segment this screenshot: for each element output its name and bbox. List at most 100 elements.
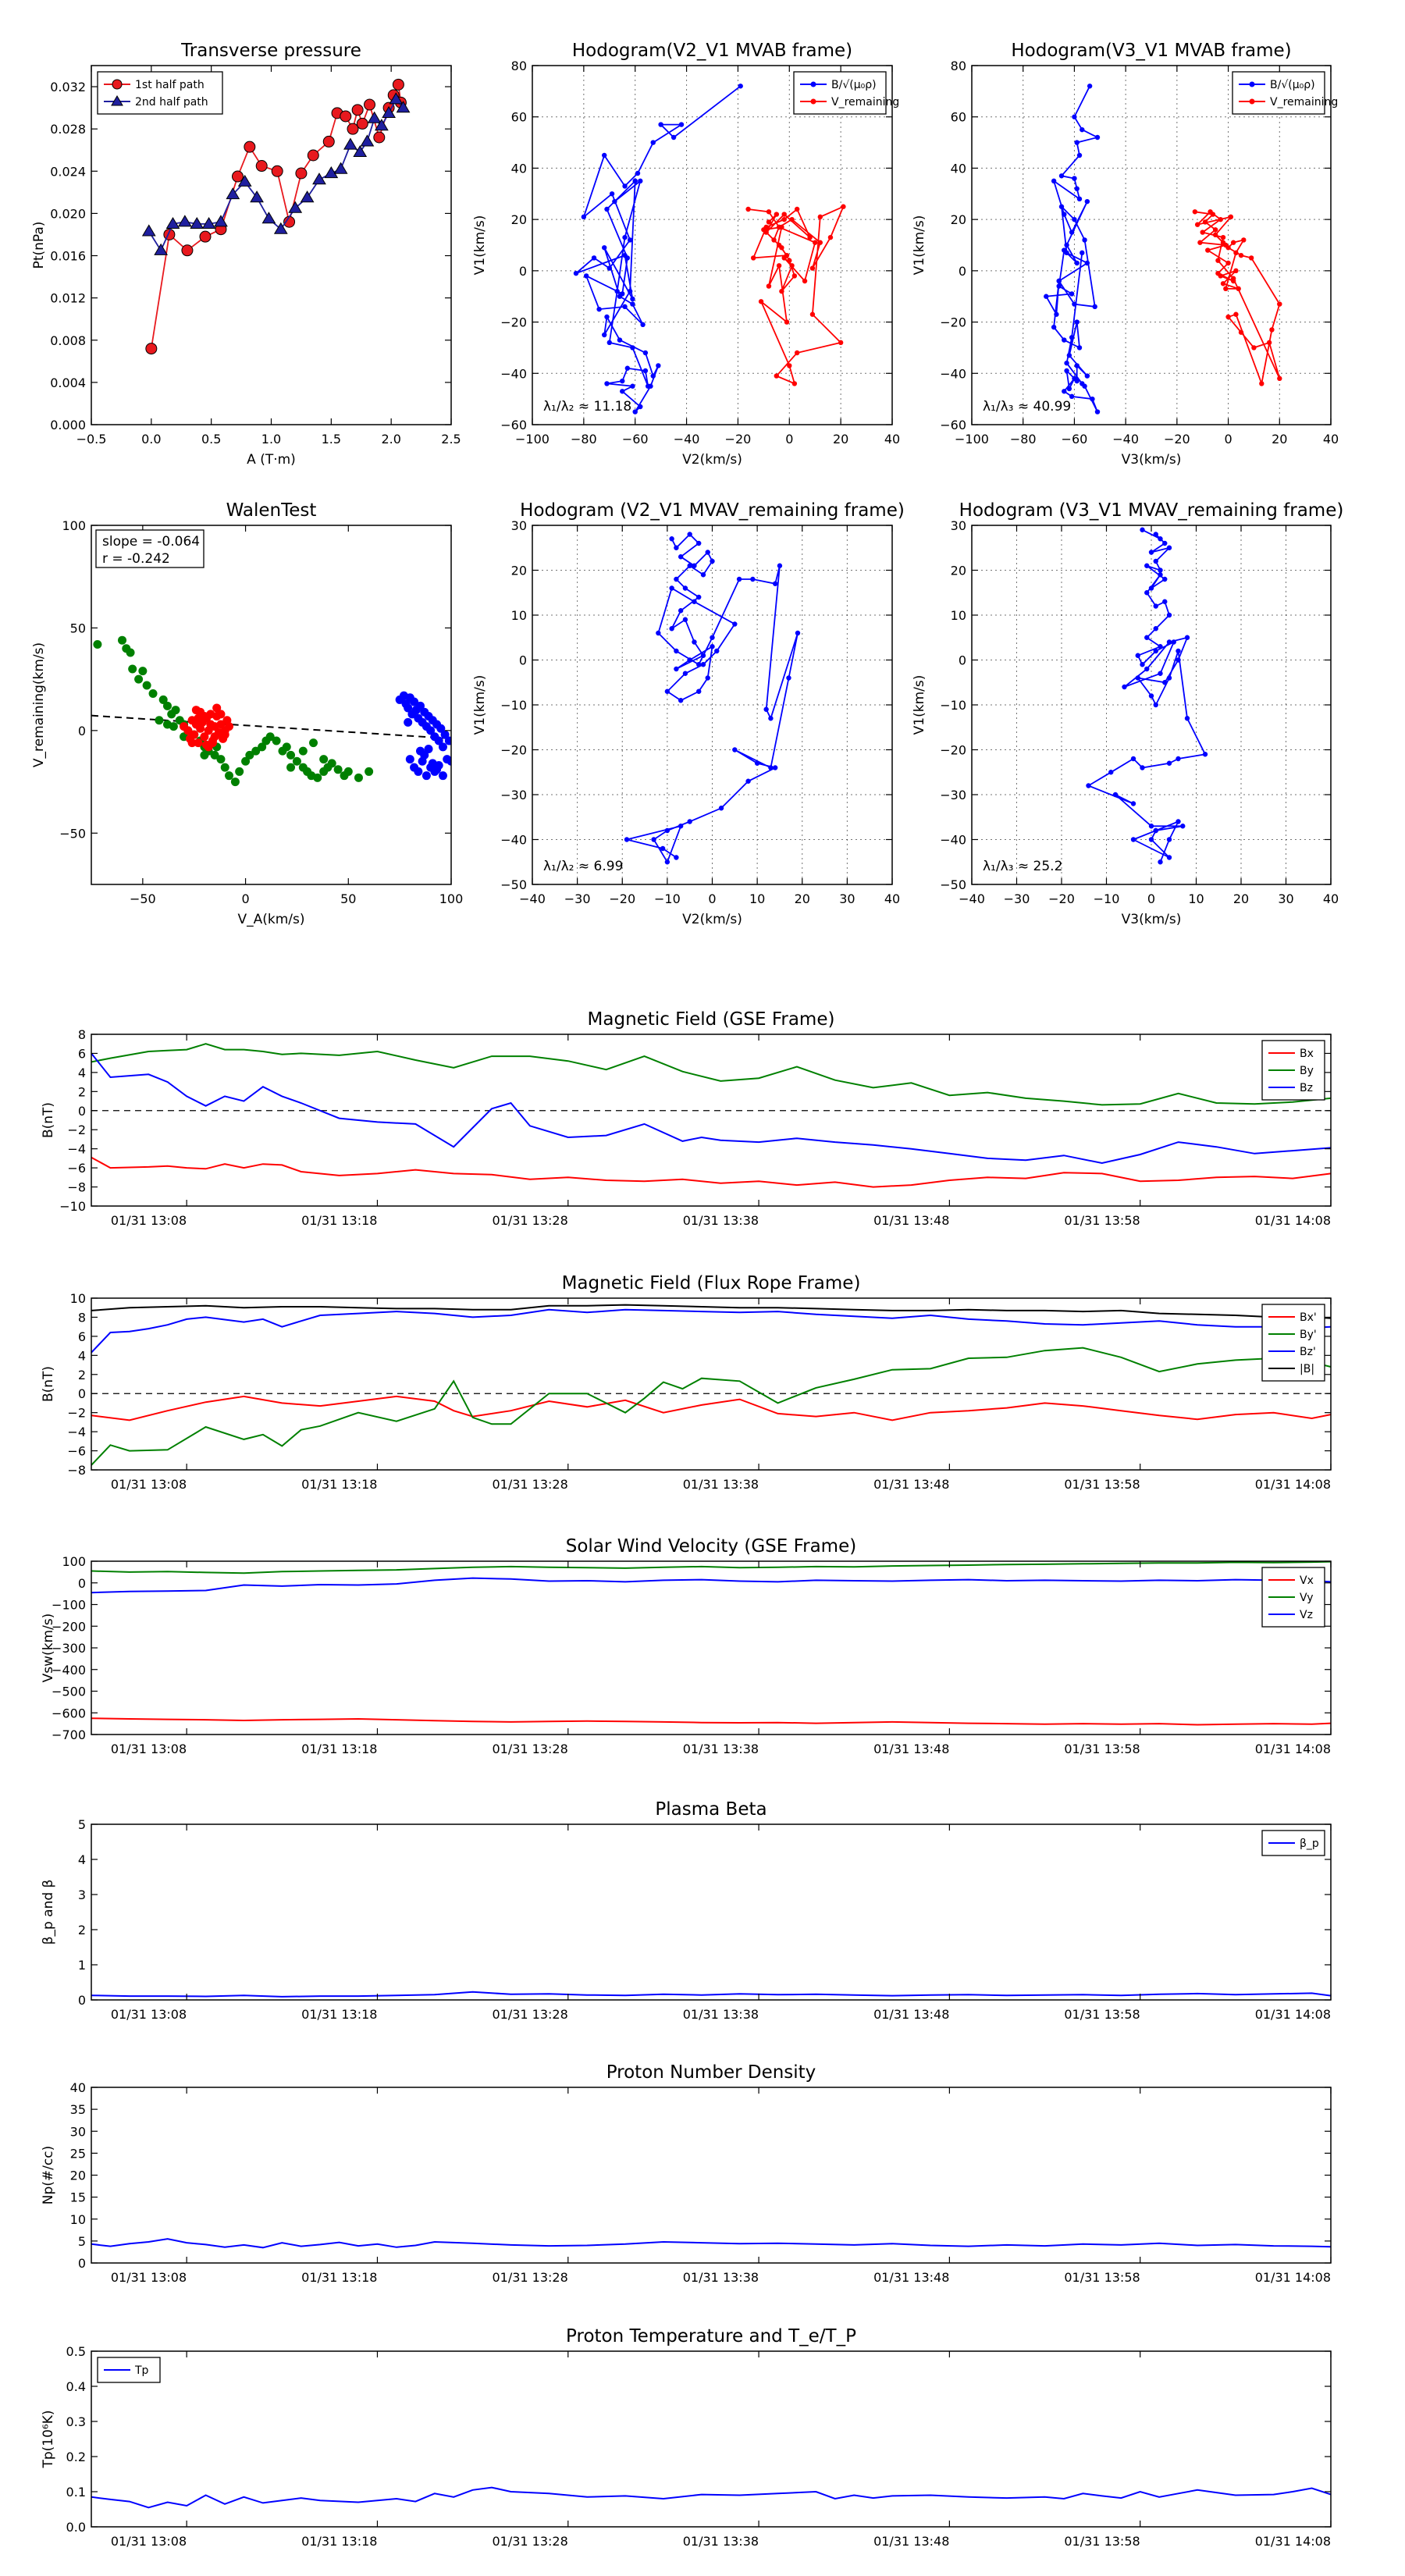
data-point	[642, 350, 649, 356]
data-point	[1056, 283, 1062, 289]
data-point	[768, 765, 774, 770]
data-point	[210, 732, 219, 742]
chart-tpr: 01/31 13:08 01/31 13:18 01/31 13:28 01/31 1…	[41, 2326, 1332, 2549]
legend-label: B/√(μ₀ρ)	[1270, 79, 1315, 91]
data-point	[617, 337, 623, 343]
y-tick-label: −2	[67, 1406, 86, 1421]
y-tick-label: −2	[67, 1123, 86, 1137]
data-point	[781, 212, 787, 217]
data-point	[118, 635, 127, 645]
data-point	[1051, 324, 1057, 330]
y-tick-label: 30	[951, 518, 966, 533]
x-tick-label: 40	[1323, 432, 1339, 447]
data-point	[674, 545, 679, 550]
y-tick-label: 10	[951, 608, 966, 623]
series-line	[91, 1395, 1331, 1421]
data-point	[1135, 653, 1140, 658]
y-tick-label: 60	[511, 110, 527, 125]
legend: Vx Vy Vz	[1261, 1567, 1325, 1628]
data-point	[1241, 237, 1247, 243]
legend: B/√(μ₀ρ) V_remaining	[1232, 71, 1338, 115]
data-point	[630, 383, 635, 389]
y-tick-label: 10	[511, 608, 527, 623]
x-tick-label: 0	[708, 891, 716, 906]
data-point	[351, 104, 364, 116]
data-point	[622, 304, 628, 310]
data-point	[754, 760, 760, 766]
legend-label: Vz	[1300, 1609, 1313, 1621]
x-tick-label: −60	[622, 432, 649, 447]
chart-title: Proton Temperature and T_e/T_P	[566, 2326, 856, 2347]
data-point	[1064, 242, 1069, 248]
data-point	[1090, 396, 1095, 402]
y-tick-label: 20	[511, 212, 527, 227]
data-point	[410, 697, 419, 706]
data-point	[405, 755, 414, 764]
data-point	[1140, 765, 1145, 770]
data-point	[134, 674, 144, 684]
data-point	[1212, 227, 1218, 233]
x-tick-label: 01/31 13:48	[873, 2534, 949, 2549]
x-axis-label: V3(km/s)	[1122, 912, 1182, 927]
y-tick-label: 0	[78, 2256, 86, 2271]
chart-tp: −0.5 0.0 0.5 1.0 1.5 2.0 2.5 0.000 0.004 0.008 0.0…	[31, 41, 461, 468]
x-tick-label: 0.0	[141, 432, 161, 447]
y-tick-label: 20	[70, 2169, 86, 2183]
data-point	[1094, 134, 1101, 141]
data-point	[1153, 626, 1158, 632]
data-point	[612, 198, 617, 205]
data-point	[307, 149, 319, 162]
data-point	[827, 234, 834, 240]
data-point	[781, 216, 787, 222]
data-point	[1069, 229, 1075, 235]
x-tick-label: 01/31 13:18	[301, 1477, 377, 1492]
data-point	[650, 140, 656, 145]
data-point	[700, 662, 706, 667]
data-point	[1072, 216, 1077, 222]
data-point	[1158, 572, 1163, 578]
x-tick-label: 01/31 13:58	[1064, 2270, 1140, 2285]
y-tick-label: 40	[511, 161, 527, 176]
data-point	[710, 558, 715, 564]
data-point	[438, 742, 447, 752]
legend: 1st half path 2nd half path	[97, 71, 223, 115]
chart-beta: 01/31 13:08 01/31 13:18 01/31 13:28 01/31 1…	[41, 1799, 1332, 2022]
y-tick-label: 1	[78, 1958, 86, 1973]
legend-marker	[810, 81, 816, 87]
x-tick-label: −20	[1164, 432, 1190, 447]
y-tick-label: 4	[78, 1852, 86, 1867]
data-point	[664, 827, 670, 834]
legend-label: Vy	[1300, 1592, 1314, 1604]
data-point	[1248, 255, 1254, 261]
x-tick-label: 01/31 13:28	[492, 2534, 567, 2549]
data-point	[602, 152, 607, 158]
data-point	[1176, 648, 1181, 654]
data-point	[774, 212, 780, 217]
data-point	[1218, 216, 1223, 222]
chart-bfr: 01/31 13:08 01/31 13:18 01/31 13:28 01/31 1…	[41, 1273, 1332, 1492]
data-point	[1153, 827, 1158, 834]
x-tick-label: 01/31 13:38	[683, 1742, 759, 1756]
data-point	[255, 160, 268, 173]
plot-frame	[91, 2087, 1332, 2264]
y-tick-label: 0	[78, 1104, 86, 1119]
x-tick-label: 01/31 13:38	[683, 2534, 759, 2549]
data-point	[732, 747, 738, 753]
data-point	[333, 765, 343, 774]
data-point	[199, 230, 212, 243]
y-tick-label: −30	[500, 788, 527, 802]
y-tick-label: −60	[500, 418, 527, 432]
data-point	[614, 288, 620, 294]
data-point	[776, 263, 782, 269]
series-group	[91, 2486, 1331, 2509]
y-tick-label: −10	[940, 698, 966, 713]
data-point	[1277, 301, 1282, 307]
data-point	[165, 216, 180, 229]
y-tick-label: 0.5	[66, 2344, 86, 2359]
data-point	[573, 270, 579, 276]
y-tick-label: −20	[500, 743, 527, 758]
y-axis-label: V_remaining(km/s)	[31, 642, 47, 767]
y-tick-label: −100	[52, 1598, 86, 1613]
data-point	[200, 750, 209, 760]
legend-label: B/√(μ₀ρ)	[831, 79, 877, 91]
